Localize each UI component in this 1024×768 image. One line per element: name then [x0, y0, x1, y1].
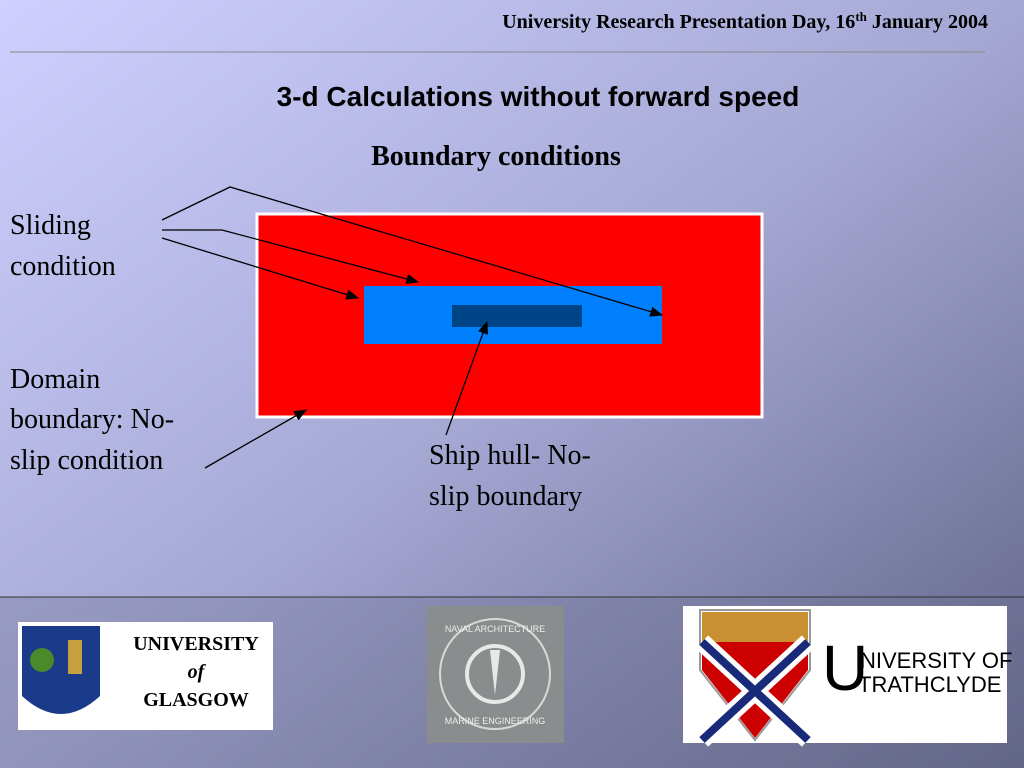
labels: Sliding condition Domain boundary: No- s…	[10, 210, 591, 512]
arrow	[445, 320, 488, 436]
ship-hull	[452, 305, 582, 327]
arrows	[161, 186, 664, 469]
label-line: Domain	[10, 364, 100, 395]
logo-text: UNIVERSITY	[133, 633, 259, 655]
shape	[465, 644, 525, 704]
shape	[30, 648, 54, 672]
shape	[702, 612, 808, 642]
title: 3-d Calculations without forward speed	[277, 81, 800, 112]
label-line: Ship hull- No-	[429, 440, 591, 471]
logo-initial: U	[822, 632, 868, 704]
shape	[439, 618, 551, 730]
logo-text: MARINE ENGINEERING	[445, 716, 546, 726]
shape	[68, 640, 82, 674]
logo-naval: NAVAL ARCHITECTURE MARINE ENGINEERING	[427, 606, 564, 743]
arrow	[161, 237, 360, 300]
logo-text: NAVAL ARCHITECTURE	[445, 624, 545, 634]
logo-text: TRATHCLYDE	[858, 672, 1001, 697]
arrow	[161, 186, 664, 317]
logo-text: GLASGOW	[143, 689, 249, 711]
header: University Research Presentation Day, 16…	[502, 9, 988, 33]
shape	[490, 650, 500, 695]
label-line: Sliding	[10, 210, 91, 241]
label-line: slip condition	[10, 445, 163, 476]
shape	[699, 639, 811, 743]
label-line: slip boundary	[429, 481, 582, 512]
logo-strathclyde: U NIVERSITY OF TRATHCLYDE	[683, 606, 1012, 747]
label-line: boundary: No-	[10, 404, 174, 435]
logo-text: of	[188, 661, 207, 683]
arrow	[162, 229, 420, 285]
logo-text: NIVERSITY OF	[860, 648, 1012, 673]
label-line: condition	[10, 251, 116, 282]
subtitle: Boundary conditions	[371, 141, 621, 172]
logo-glasgow: UNIVERSITY of GLASGOW	[18, 622, 273, 730]
shape	[22, 626, 100, 714]
arrow	[204, 409, 308, 469]
